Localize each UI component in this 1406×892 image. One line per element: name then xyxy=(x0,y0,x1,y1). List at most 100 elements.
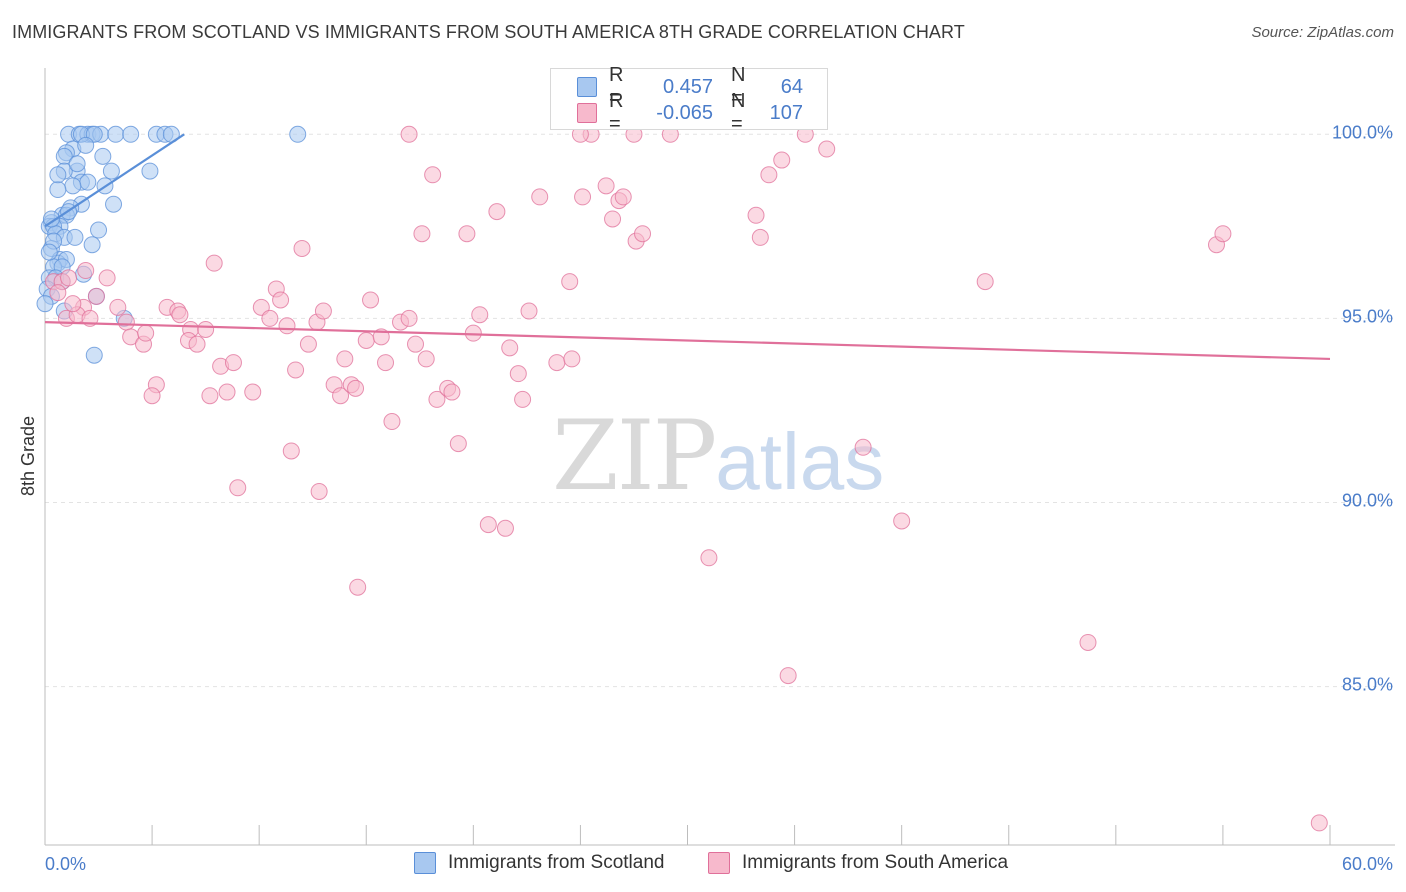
south-america-point xyxy=(747,206,765,224)
south-america-point xyxy=(976,273,994,291)
south-america-point xyxy=(520,302,538,320)
scotland-point xyxy=(107,125,125,143)
n-value: 107 xyxy=(769,101,803,124)
south-america-point xyxy=(563,350,581,368)
south-america-point xyxy=(597,177,615,195)
south-america-point xyxy=(700,549,718,567)
scotland-point xyxy=(49,166,67,184)
scotland-point xyxy=(68,155,86,173)
south-america-point xyxy=(501,339,519,357)
watermark-zip: ZIP xyxy=(552,400,717,512)
south-america-point xyxy=(479,516,497,534)
n-label: N = xyxy=(731,90,746,135)
south-america-point xyxy=(278,317,296,335)
scotland-point xyxy=(49,181,67,199)
scotland-point xyxy=(36,295,54,313)
legend-item-scotland[interactable]: Immigrants from Scotland xyxy=(414,852,664,874)
south-america-point xyxy=(854,438,872,456)
south-america-point xyxy=(818,140,836,158)
south-america-point xyxy=(205,254,223,272)
south-america-point xyxy=(773,151,791,169)
south-america-point xyxy=(244,383,262,401)
south-america-point xyxy=(458,225,476,243)
south-america-point xyxy=(377,354,395,372)
south-america-point xyxy=(407,335,425,353)
scotland-point xyxy=(90,221,108,239)
south-america-point xyxy=(272,291,290,309)
south-america-point xyxy=(347,379,365,397)
south-america-point xyxy=(98,269,116,287)
south-america-point xyxy=(332,387,350,405)
south-america-point xyxy=(531,188,549,206)
south-america-point xyxy=(548,354,566,372)
south-america-point xyxy=(514,390,532,408)
south-america-point xyxy=(428,390,446,408)
scotland-point xyxy=(42,210,60,228)
scotland-point xyxy=(102,162,120,180)
south-america-point xyxy=(760,166,778,184)
south-america-point xyxy=(143,387,161,405)
r-value: -0.065 xyxy=(656,101,713,124)
south-america-point xyxy=(261,309,279,327)
scotland-point xyxy=(79,173,97,191)
south-america-point xyxy=(383,413,401,431)
south-america-point xyxy=(336,350,354,368)
south-america-point xyxy=(299,335,317,353)
south-america-swatch xyxy=(577,103,597,123)
scotland-point xyxy=(66,228,84,246)
chart-title: IMMIGRANTS FROM SCOTLAND VS IMMIGRANTS F… xyxy=(12,22,965,42)
n-label: N = xyxy=(731,64,746,109)
south-america-point xyxy=(417,350,435,368)
south-america-point xyxy=(614,188,632,206)
south-america-point xyxy=(413,225,431,243)
south-america-point xyxy=(443,383,461,401)
scotland-point xyxy=(94,147,112,165)
south-america-point xyxy=(87,287,105,305)
south-america-point xyxy=(77,262,95,280)
scotland-point xyxy=(122,125,140,143)
legend-label-scotland: Immigrants from Scotland xyxy=(448,852,665,873)
south-america-trend-line xyxy=(44,320,1331,361)
south-america-point xyxy=(171,306,189,324)
south-america-point xyxy=(893,512,911,530)
south-america-point xyxy=(287,361,305,379)
scotland-point xyxy=(64,177,82,195)
south-america-point xyxy=(49,284,67,302)
south-america-point xyxy=(188,335,206,353)
scotland-point xyxy=(289,125,307,143)
south-america-point xyxy=(224,354,242,372)
south-america-point xyxy=(109,298,127,316)
n-value: 64 xyxy=(780,75,803,98)
x-tick-label: 60.0% xyxy=(1342,854,1393,874)
south-america-point xyxy=(574,188,592,206)
south-america-point xyxy=(362,291,380,309)
south-america-point xyxy=(779,667,797,685)
south-america-point xyxy=(449,435,467,453)
x-tick-label: 0.0% xyxy=(45,854,86,874)
south-america-point xyxy=(117,313,135,331)
south-america-point xyxy=(400,125,418,143)
south-america-point xyxy=(751,228,769,246)
scotland-legend-swatch xyxy=(414,852,436,874)
south-america-point xyxy=(561,273,579,291)
r-value: 0.457 xyxy=(662,75,713,98)
south-america-point xyxy=(424,166,442,184)
south-america-legend-swatch xyxy=(708,852,730,874)
south-america-point xyxy=(357,332,375,350)
y-tick-label: 85.0% xyxy=(1342,675,1393,695)
stats-legend: R = 0.457 N = 64 R = -0.065 N = 107 xyxy=(550,64,828,135)
south-america-point xyxy=(1079,633,1097,651)
scotland-point xyxy=(105,195,123,213)
scotland-swatch xyxy=(577,77,597,97)
watermark: ZIPatlas xyxy=(552,400,884,512)
scotland-trend-line xyxy=(44,133,185,228)
legend-item-south-america[interactable]: Immigrants from South America xyxy=(708,852,1008,874)
south-america-point xyxy=(314,302,332,320)
y-tick-label: 100.0% xyxy=(1332,122,1393,142)
scotland-point xyxy=(83,236,101,254)
south-america-point xyxy=(197,320,215,338)
y-tick-label: 95.0% xyxy=(1342,306,1393,326)
south-america-point xyxy=(64,295,82,313)
south-america-point xyxy=(488,203,506,221)
